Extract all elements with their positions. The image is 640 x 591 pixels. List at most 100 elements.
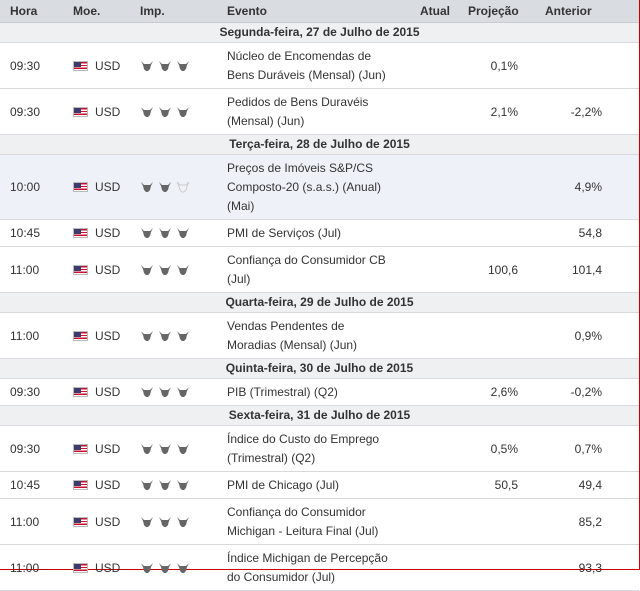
event-name[interactable]: Confiança do Consumidor CB (Jul) [227,247,407,292]
event-name[interactable]: Vendas Pendentes de Moradias (Mensal) (Ju… [227,313,407,358]
event-row[interactable]: 09:30 USD PIB (Trimestral) (Q2) 2,6% -0,2% [0,379,639,406]
event-name-text[interactable]: Vendas Pendentes de Moradias (Mensal) (Ju… [227,317,357,355]
event-time: 10:45 [10,226,41,240]
event-actual [400,43,453,88]
bull-icon [177,264,189,275]
event-name-line: Preços de Imóveis S&P/CS [227,160,374,175]
currency-cell: USD [73,478,120,492]
flag-canton [74,331,81,337]
event-row[interactable]: 11:00 USD Índice Michigan de Percepção do C… [0,545,639,591]
event-row[interactable]: 09:30 USD Índice do Custo do Emprego (Trime… [0,426,639,472]
header-forecast[interactable]: Projeção [468,4,519,18]
event-name-line: Índice Michigan de Percepção [227,550,388,565]
event-name[interactable]: PMI de Serviços (Jul) [227,220,407,246]
bull-icon [177,562,189,573]
event-previous-value: 0,9% [574,328,602,343]
event-row[interactable]: 09:30 USD Pedidos de Bens Duravéis (Mensal)… [0,89,639,135]
event-name[interactable]: Índice Michigan de Percepção do Consumido… [227,545,407,590]
event-row[interactable]: 10:45 USD PMI de Chicago (Jul) 50,5 49,4 [0,472,639,499]
currency-code: USD [95,58,121,73]
event-currency: USD [73,426,120,471]
importance-rating [140,545,190,590]
flag-canton [74,517,81,523]
event-row[interactable]: 10:45 USD PMI de Serviços (Jul) 54,8 [0,220,639,247]
event-name-text[interactable]: PMI de Chicago (Jul) [227,476,339,495]
event-forecast: 0,1% [455,43,518,88]
event-name[interactable]: Confiança do Consumidor Michigan - Leitur… [227,499,407,544]
event-row[interactable]: 11:00 USD Confiança do Consumidor Michigan … [0,499,639,545]
currency-code: USD [95,262,121,277]
importance-bulls [140,479,190,491]
bull-icon [177,387,189,397]
importance-bulls [140,264,190,276]
flag-canton [74,481,81,486]
us-flag-icon [73,60,88,71]
header-previous[interactable]: Anterior [545,4,592,18]
importance-bulls [140,386,190,398]
event-currency: USD [73,247,120,292]
event-forecast [455,545,518,590]
currency-code: USD [95,385,121,399]
event-name-text[interactable]: PMI de Serviços (Jul) [227,224,341,243]
currency-cell: USD [73,263,120,277]
importance-rating [140,499,190,544]
event-name[interactable]: PIB (Trimestral) (Q2) [227,379,407,405]
event-name-text[interactable]: Núcleo de Encomendas de Bens Duráveis (Me… [227,47,386,85]
event-name-text[interactable]: Índice Michigan de Percepção do Consumido… [227,549,388,587]
importance-bulls [140,181,190,193]
bull-icon [177,443,189,454]
importance-rating [140,43,190,88]
header-time[interactable]: Hora [10,4,38,18]
event-name-text[interactable]: Confiança do Consumidor CB (Jul) [227,251,386,289]
importance-bulls [140,516,190,528]
event-name[interactable]: Pedidos de Bens Duravéis (Mensal) (Jun) [227,89,407,134]
currency-cell: USD [73,561,120,575]
event-name-line: Michigan - Leitura Final (Jul) [227,523,379,538]
event-name-text[interactable]: PIB (Trimestral) (Q2) [227,383,338,402]
event-actual [400,379,453,405]
currency-cell: USD [73,385,120,399]
event-row[interactable]: 10:00 USD Preços de Imóveis S&P/CS Composto… [0,155,639,220]
event-actual [400,426,453,471]
event-name-text[interactable]: Índice do Custo do Emprego (Trimestral) (… [227,430,379,468]
event-previous: -0,2% [535,379,602,405]
bull-icon [177,106,189,117]
importance-rating [140,89,190,134]
event-currency: USD [73,472,120,498]
bull-icon [177,516,189,527]
table-body: Segunda-feira, 27 de Julho de 2015 09:30 U… [0,23,639,591]
event-row[interactable]: 11:00 USD Confiança do Consumidor CB (Jul) 1… [0,247,639,293]
event-previous-value: -0,2% [570,385,602,399]
currency-cell: USD [73,515,120,529]
event-previous: -2,2% [535,89,602,134]
bull-icon [141,330,153,341]
header-event[interactable]: Evento [227,4,268,18]
header-currency[interactable]: Moe. [73,4,101,18]
event-name[interactable]: Índice do Custo do Emprego (Trimestral) (… [227,426,407,471]
header-actual[interactable]: Atual [420,4,450,18]
event-name-text[interactable]: Pedidos de Bens Duravéis (Mensal) (Jun) [227,93,368,131]
event-name[interactable]: PMI de Chicago (Jul) [227,472,407,498]
event-name[interactable]: Preços de Imóveis S&P/CS Composto-20 (s.a… [227,155,407,219]
event-previous-value: 4,9% [574,180,602,194]
event-name-line: PMI de Serviços (Jul) [227,225,342,240]
bull-icon [177,228,189,238]
flag-canton [74,265,81,271]
event-name-text[interactable]: Preços de Imóveis S&P/CS Composto-20 (s.a… [227,159,381,216]
event-name[interactable]: Núcleo de Encomendas de Bens Duráveis (Me… [227,43,407,88]
bull-icon [141,264,153,275]
event-row[interactable]: 11:00 USD Vendas Pendentes de Moradias (Men… [0,313,639,359]
event-forecast [455,155,518,219]
header-importance[interactable]: Imp. [140,4,165,18]
event-forecast: 100,6 [455,247,518,292]
event-previous: 0,7% [535,426,602,471]
us-flag-icon [73,562,88,573]
flag-canton [74,229,81,234]
event-name-line: Núcleo de Encomendas de [227,48,372,63]
event-row[interactable]: 09:30 USD Núcleo de Encomendas de Bens Durá… [0,43,639,89]
event-name-text[interactable]: Confiança do Consumidor Michigan - Leitur… [227,503,378,541]
event-name-line: Bens Duráveis (Mensal) (Jun) [227,67,386,82]
event-name-line: Moradias (Mensal) (Jun) [227,337,358,352]
bull-icon [159,264,171,275]
flag-canton [74,107,81,113]
